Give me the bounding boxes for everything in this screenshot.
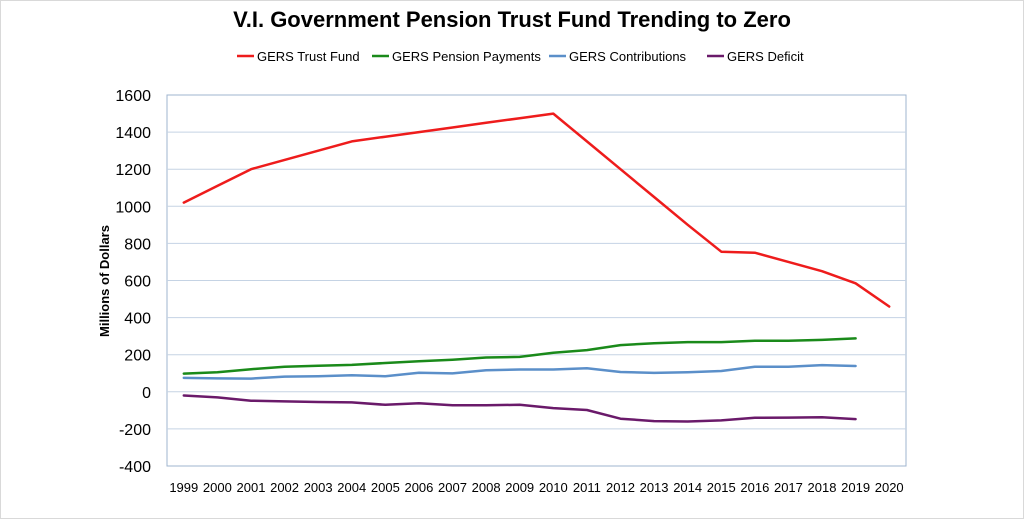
chart-title: V.I. Government Pension Trust Fund Trend… [233,7,791,32]
x-tick-label: 2019 [841,480,870,495]
series-line-gers-deficit [182,394,857,423]
y-tick-label: 1400 [115,125,151,142]
legend: GERS Trust Fund GERS Pension Payments GERS… [237,49,804,64]
y-tick-label: 400 [124,311,151,328]
y-tick-label: 200 [124,348,151,365]
x-tick-label: 2014 [673,480,702,495]
legend-label-gers-trust-fund: GERS Trust Fund [257,49,360,64]
series-line-gers-trust-fund [182,112,891,308]
y-tick-label: 1000 [115,199,151,216]
x-tick-label: 2016 [740,480,769,495]
x-tick-label: 2007 [438,480,467,495]
x-tick-label: 2012 [606,480,635,495]
x-axis-ticks: 1999 2000 2001 2002 2003 2004 2005 2006 2007 2008… [169,480,903,495]
x-tick-label: 2015 [707,480,736,495]
y-tick-label: 600 [124,274,151,291]
y-tick-label: -200 [119,422,151,439]
x-tick-label: 2020 [875,480,904,495]
y-tick-label: 0 [142,385,151,402]
x-tick-label: 2002 [270,480,299,495]
gridlines [167,131,906,430]
x-tick-label: 2013 [640,480,669,495]
x-tick-label: 2006 [404,480,433,495]
series-line-gers-contributions [182,363,857,380]
legend-label-gers-contributions: GERS Contributions [569,49,687,64]
x-tick-label: 2001 [237,480,266,495]
x-tick-label: 2011 [573,480,601,495]
x-tick-label: 2003 [304,480,333,495]
x-tick-label: 2010 [539,480,568,495]
y-tick-label: -400 [119,459,151,476]
x-tick-label: 2017 [774,480,803,495]
x-tick-label: 2008 [472,480,501,495]
x-tick-label: 1999 [169,480,198,495]
y-tick-label: 1600 [115,88,151,105]
x-tick-label: 2018 [808,480,837,495]
x-tick-label: 2005 [371,480,400,495]
y-axis-ticks: -400 -200 0 200 400 600 800 1000 1200 1400 1600 [115,88,151,476]
legend-label-gers-pension-payments: GERS Pension Payments [392,49,541,64]
y-axis-label: Millions of Dollars [97,225,112,337]
series-line-gers-pension-payments [182,337,857,375]
series-lines [182,112,891,423]
x-tick-label: 2004 [337,480,366,495]
legend-label-gers-deficit: GERS Deficit [727,49,804,64]
y-tick-label: 1200 [115,162,151,179]
x-tick-label: 2000 [203,480,232,495]
x-tick-label: 2009 [505,480,534,495]
y-tick-label: 800 [124,236,151,253]
